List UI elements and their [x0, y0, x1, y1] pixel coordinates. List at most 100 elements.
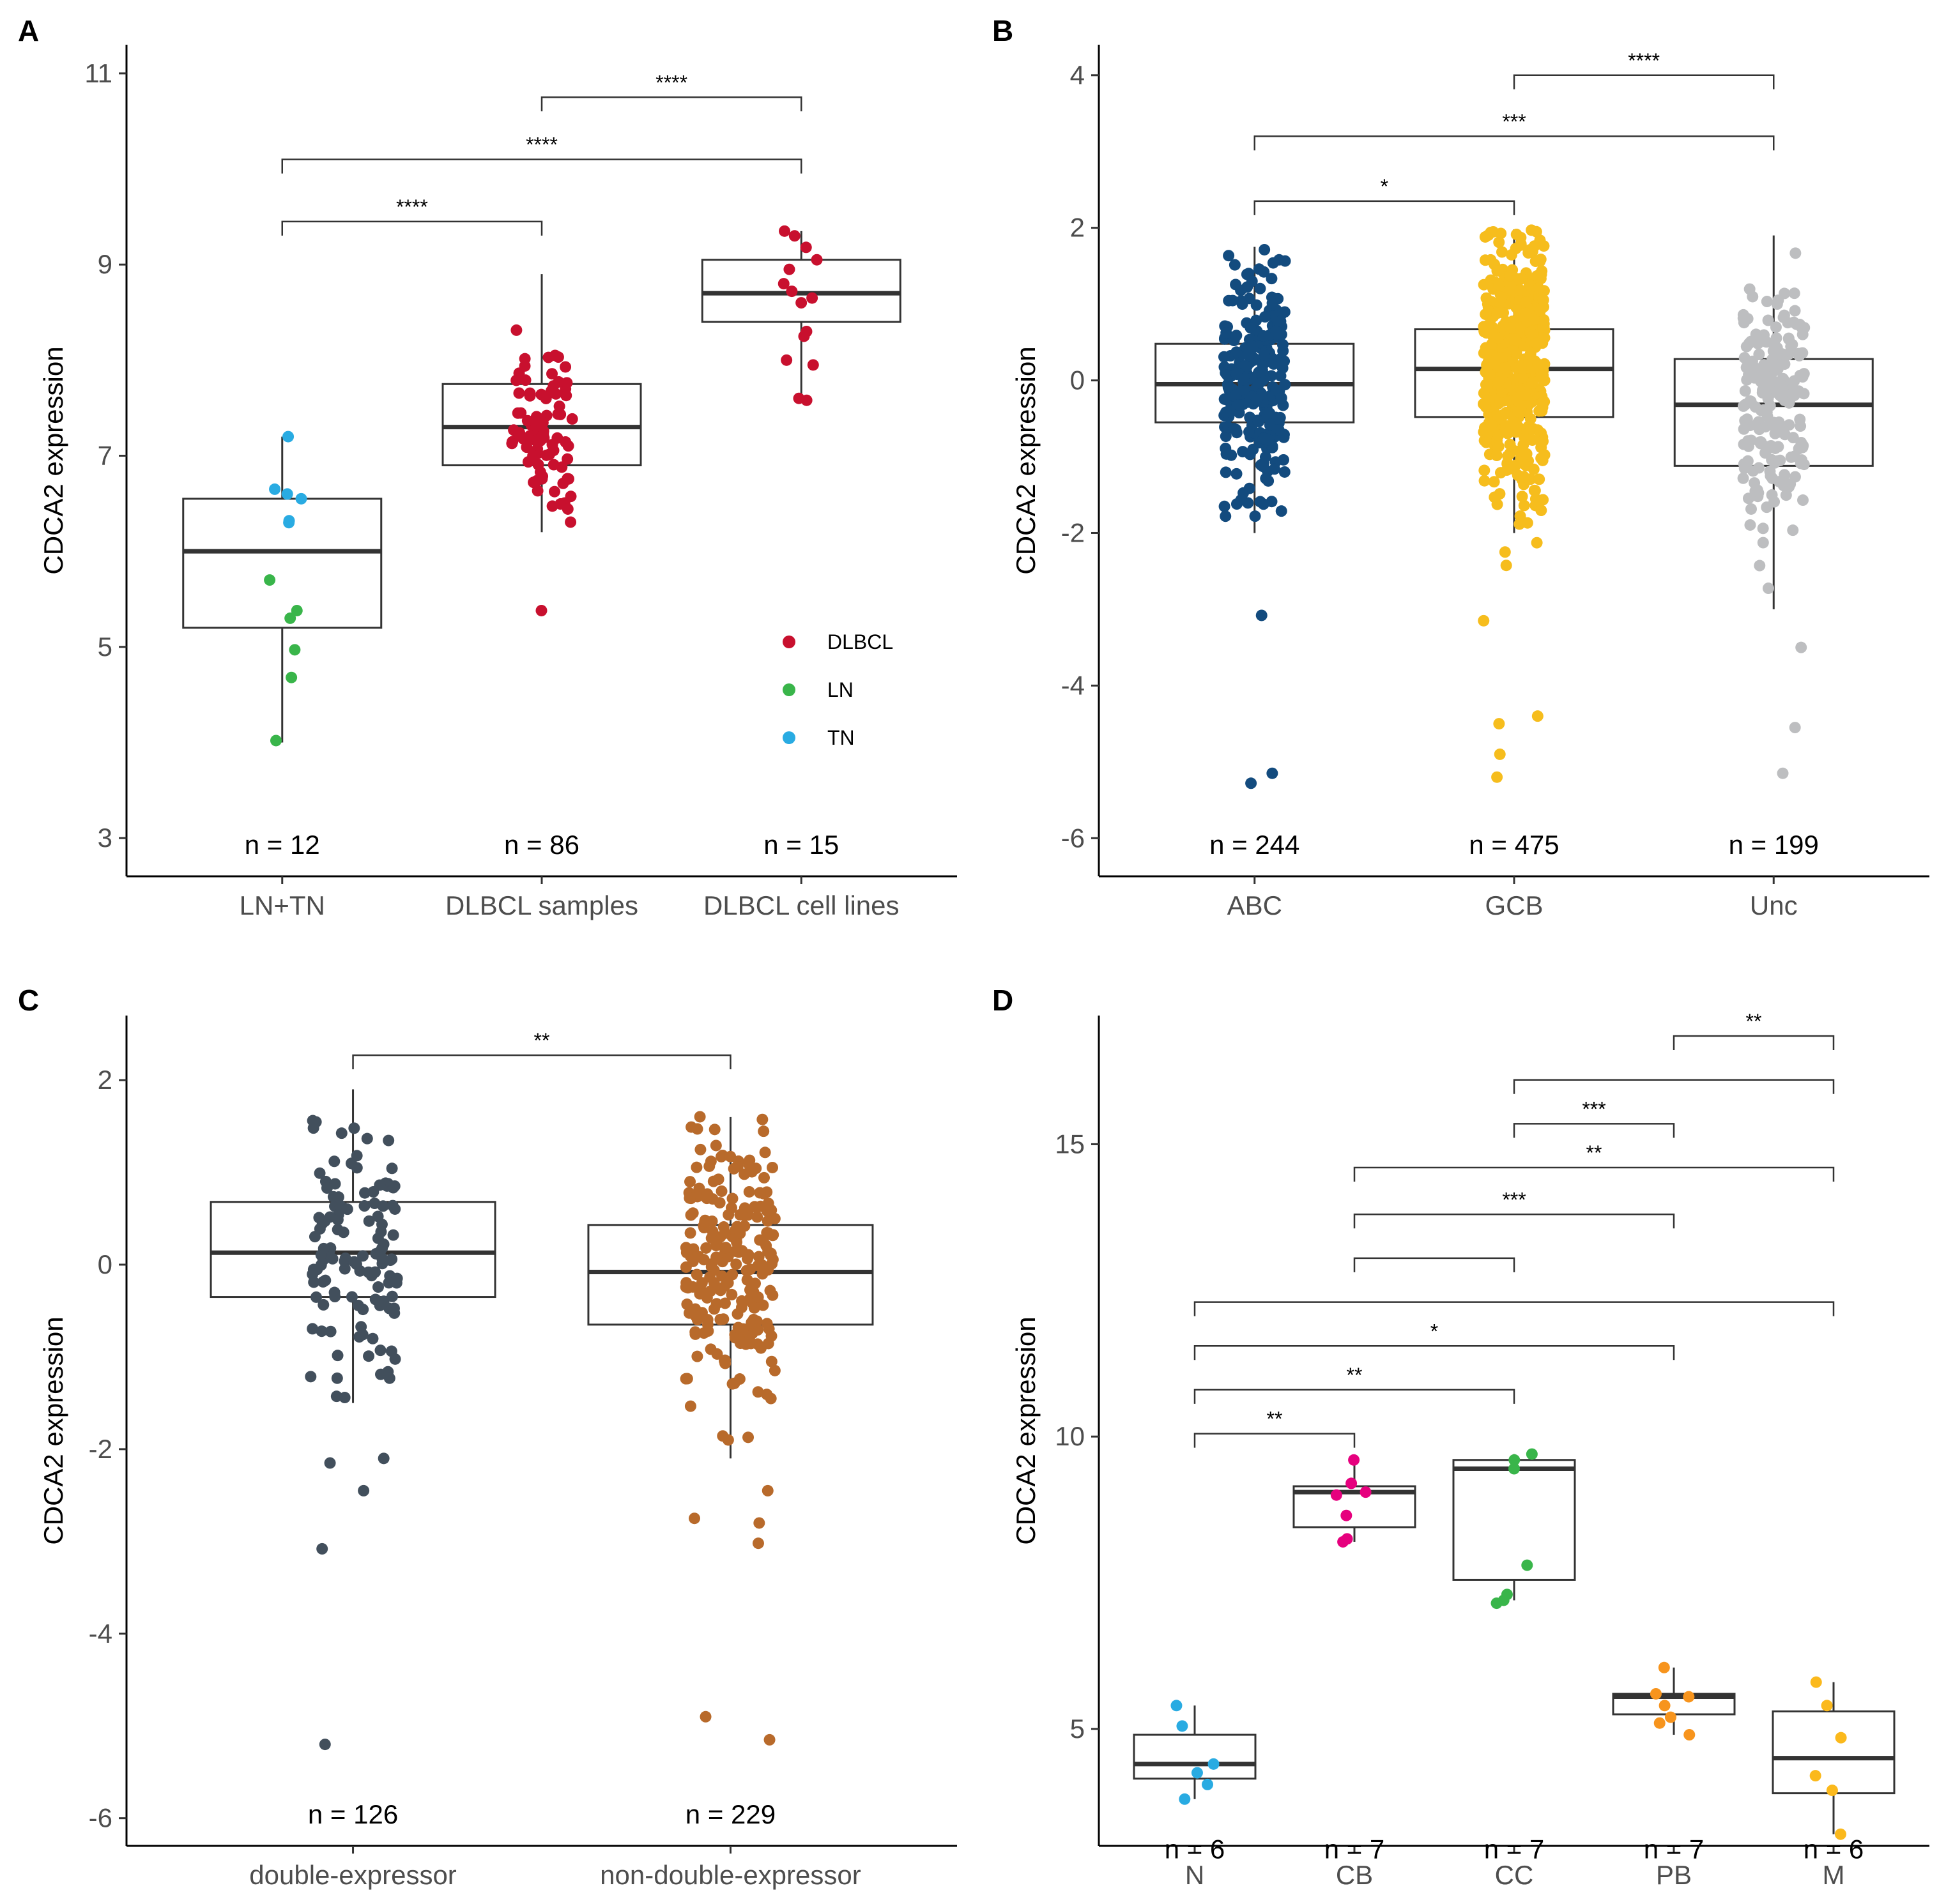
data-point: [1529, 255, 1542, 268]
data-point: [1243, 426, 1255, 438]
data-point: [1258, 349, 1270, 361]
significance-label: **: [1347, 1364, 1363, 1387]
data-point: [1232, 399, 1244, 411]
data-point: [1269, 325, 1282, 337]
data-point: [1537, 322, 1549, 334]
significance-bracket: [1193, 1345, 1675, 1360]
significance-label: **: [534, 1029, 550, 1052]
data-point: [1246, 275, 1258, 287]
data-point: [786, 286, 798, 298]
data-point: [1176, 1720, 1188, 1732]
data-point: [521, 415, 533, 427]
n-label: n = 7: [1644, 1834, 1705, 1864]
data-point: [1485, 254, 1497, 266]
data-point: [1235, 494, 1247, 506]
data-point: [1496, 352, 1508, 364]
data-point: [761, 1227, 773, 1239]
significance-label: ***: [1502, 110, 1526, 133]
data-point: [1275, 392, 1287, 404]
legend-label: LN: [827, 678, 854, 701]
y-tick-label: 11: [84, 58, 112, 88]
data-point: [1518, 471, 1530, 483]
data-point: [309, 1231, 321, 1243]
y-tick-label: -2: [1061, 517, 1085, 547]
n-label: n = 15: [763, 830, 839, 860]
significance-bracket: [1513, 1079, 1835, 1094]
data-point: [289, 644, 301, 656]
data-point: [800, 241, 812, 254]
data-point: [1743, 283, 1756, 295]
data-point: [546, 439, 558, 451]
data-point: [386, 1290, 398, 1302]
data-point: [1520, 296, 1532, 308]
data-point: [378, 1295, 390, 1307]
data-point: [1766, 472, 1779, 484]
n-label: n = 6: [1165, 1834, 1225, 1864]
data-point: [1207, 1758, 1220, 1770]
data-point: [367, 1332, 379, 1344]
data-point: [1757, 522, 1769, 535]
y-tick-label: -4: [1061, 670, 1085, 700]
data-point: [388, 1302, 400, 1314]
data-point: [747, 1314, 760, 1326]
y-tick-label: 0: [98, 1249, 112, 1279]
data-point: [1241, 360, 1253, 372]
data-point: [1766, 453, 1778, 466]
data-point: [1683, 1691, 1695, 1703]
data-point: [1490, 450, 1503, 462]
data-point: [550, 388, 562, 400]
box-iqr: [587, 1224, 874, 1326]
data-point: [1809, 1770, 1821, 1782]
data-point: [388, 1180, 401, 1192]
data-point: [549, 485, 561, 498]
data-point: [1275, 316, 1287, 328]
data-point: [1650, 1687, 1662, 1700]
data-point: [689, 1326, 701, 1338]
data-point: [1821, 1700, 1833, 1712]
data-point: [714, 1284, 726, 1297]
data-point: [565, 491, 577, 503]
n-label: n = 126: [308, 1799, 398, 1829]
data-point: [1779, 358, 1791, 370]
significance-bracket: [1513, 1123, 1675, 1138]
data-point: [363, 1350, 375, 1362]
data-point: [1257, 498, 1269, 510]
data-point: [1760, 336, 1772, 348]
data-point: [1513, 273, 1526, 286]
data-point: [788, 230, 801, 242]
data-point: [269, 483, 281, 495]
data-point: [1500, 560, 1512, 572]
data-point: [328, 1155, 341, 1168]
data-point: [1499, 546, 1511, 558]
data-point: [359, 1187, 371, 1199]
data-point: [517, 432, 530, 445]
data-point: [1276, 339, 1289, 351]
data-point: [332, 1214, 344, 1226]
data-point: [1766, 353, 1778, 365]
data-point: [332, 1191, 344, 1203]
data-point: [1779, 469, 1791, 481]
significance-bracket: [1193, 1389, 1515, 1404]
data-point: [519, 360, 531, 372]
n-label: n = 12: [245, 830, 320, 860]
data-point: [337, 1226, 349, 1238]
significance-bracket: [1253, 200, 1515, 215]
x-tick-label: LN+TN: [240, 890, 325, 920]
data-point: [331, 1372, 343, 1384]
data-point-outlier: [1789, 722, 1801, 734]
data-point: [764, 1284, 776, 1297]
data-point: [1658, 1661, 1670, 1673]
data-point: [1768, 375, 1780, 387]
data-point: [1262, 475, 1275, 487]
significance-label: ****: [396, 195, 428, 218]
data-point: [761, 1318, 773, 1330]
data-point: [1519, 389, 1531, 401]
data-point: [1220, 510, 1232, 522]
y-tick-label: 4: [1070, 60, 1085, 90]
y-tick-label: 9: [98, 249, 112, 279]
data-point: [562, 503, 574, 515]
data-point: [566, 413, 578, 425]
data-point: [1523, 279, 1535, 291]
data-point: [1337, 1535, 1349, 1548]
